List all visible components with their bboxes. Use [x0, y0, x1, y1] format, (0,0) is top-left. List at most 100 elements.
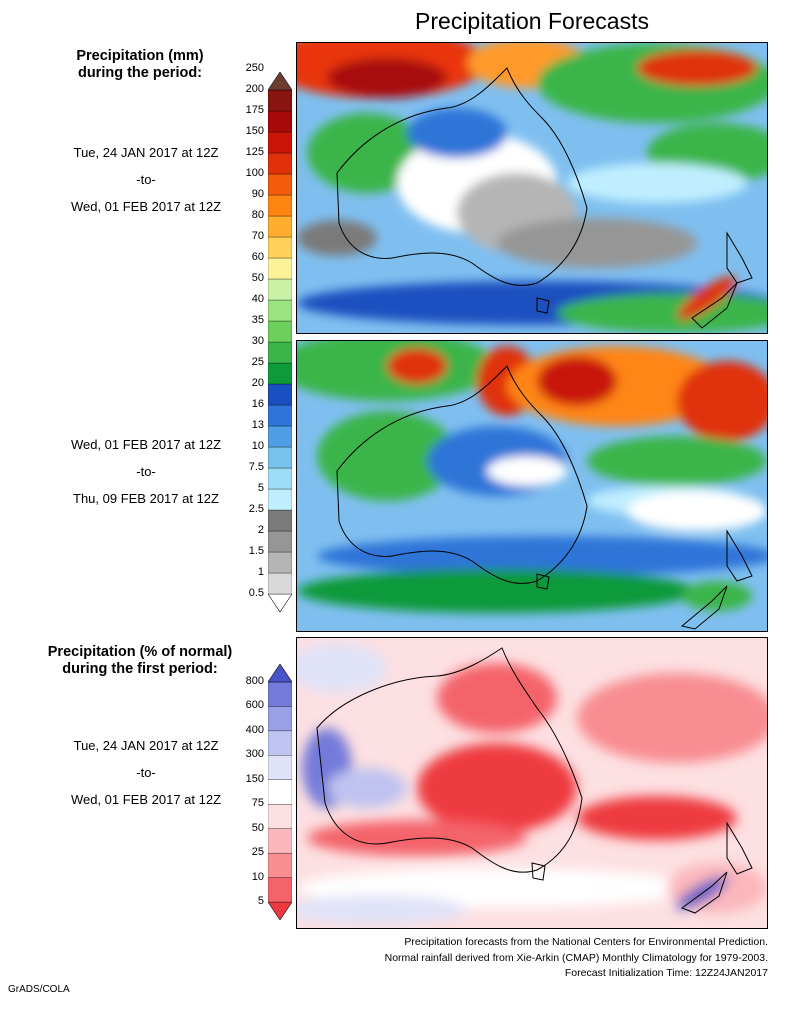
percent-colorbar — [267, 663, 293, 921]
amount-colorbar-tick-label: 1 — [257, 566, 264, 578]
percent-colorbar-tick-label: 25 — [251, 846, 264, 859]
software-credit: GrADS/COLA — [8, 984, 70, 995]
percent-colorbar-swatch-low — [267, 901, 293, 921]
period1-separator: -to- — [136, 172, 156, 187]
amount-colorbar-tick-label: 1.5 — [248, 545, 264, 557]
amount-colorbar-tick-label: 25 — [251, 356, 264, 368]
amount-colorbar-swatch — [267, 152, 293, 175]
amount-colorbar-swatch — [267, 194, 293, 217]
percent-colorbar-swatch — [267, 804, 293, 829]
precip-map-period1 — [297, 43, 767, 333]
amount-colorbar-tick-label: 80 — [251, 209, 264, 221]
amount-colorbar-graphic — [267, 71, 293, 613]
percent-legend-heading: Precipitation (% of normal) during the f… — [30, 644, 250, 678]
percent-colorbar-tick-label: 150 — [245, 772, 264, 785]
amount-colorbar-swatch — [267, 446, 293, 469]
footer-notes: Precipitation forecasts from the Nationa… — [385, 935, 768, 982]
amount-colorbar-tick-label: 7.5 — [248, 461, 264, 473]
map-panel-period1 — [296, 42, 768, 334]
amount-colorbar-swatch — [267, 320, 293, 343]
amount-colorbar-swatch — [267, 530, 293, 553]
percent-colorbar-tick-label: 5 — [257, 895, 264, 907]
percent-colorbar-swatch — [267, 730, 293, 756]
percent-colorbar-tick-label: 300 — [245, 748, 264, 761]
period3-end: Wed, 01 FEB 2017 at 12Z — [70, 792, 222, 807]
amount-colorbar-tick-label: 175 — [245, 104, 264, 116]
amount-colorbar-swatch-high — [267, 71, 293, 91]
percent-colorbar-swatch — [267, 828, 293, 854]
amount-colorbar-tick-label: 100 — [245, 167, 264, 179]
amount-colorbar-swatch — [267, 110, 293, 133]
amount-colorbar-swatch — [267, 299, 293, 322]
amount-colorbar-tick-label: 2 — [257, 524, 264, 536]
amount-colorbar-swatch — [267, 236, 293, 259]
amount-colorbar-tick-label: 30 — [251, 335, 264, 347]
period1-end: Wed, 01 FEB 2017 at 12Z — [70, 199, 222, 214]
period2-end: Thu, 09 FEB 2017 at 12Z — [73, 491, 219, 506]
percent-colorbar-tick-label: 75 — [251, 797, 264, 810]
amount-colorbar-swatch — [267, 425, 293, 448]
amount-colorbar-tick-label: 16 — [251, 398, 264, 410]
percent-normal-map — [297, 638, 767, 928]
amount-colorbar-tick-label: 90 — [251, 188, 264, 200]
amount-colorbar-swatch — [267, 467, 293, 490]
percent-colorbar-tick-label: 50 — [251, 821, 264, 834]
amount-colorbar-tick-label: 2.5 — [248, 503, 264, 515]
amount-colorbar-swatch-low — [267, 593, 293, 613]
amount-colorbar-swatch — [267, 488, 293, 511]
amount-colorbar-tick-label: 200 — [245, 83, 264, 95]
footer-line-source: Precipitation forecasts from the Nationa… — [404, 936, 768, 948]
amount-colorbar-tick-label: 0.5 — [248, 587, 264, 599]
percent-legend-heading-line1: Precipitation (% of normal) — [47, 644, 233, 660]
amount-colorbar-tick-label: 125 — [245, 146, 264, 158]
amount-colorbar-swatch — [267, 131, 293, 154]
period3-start: Tue, 24 JAN 2017 at 12Z — [73, 738, 219, 753]
percent-colorbar-swatch — [267, 681, 293, 707]
amount-colorbar-tick-label: 250 — [245, 62, 264, 74]
amount-colorbar-swatch — [267, 257, 293, 280]
amount-colorbar-tick-label: 5 — [257, 482, 264, 494]
amount-colorbar — [267, 71, 293, 613]
percent-colorbar-swatch — [267, 755, 293, 780]
amount-colorbar-tick-label: 10 — [251, 440, 264, 452]
amount-colorbar-swatch — [267, 215, 293, 238]
amount-colorbar-tick-label: 35 — [251, 314, 264, 326]
footer-line-normal: Normal rainfall derived from Xie-Arkin (… — [384, 951, 768, 964]
amount-colorbar-tick-label: 40 — [251, 293, 264, 305]
map-panel-period2 — [296, 340, 768, 632]
amount-colorbar-tick-label: 60 — [251, 251, 264, 263]
amount-legend-heading-line1: Precipitation (mm) — [76, 48, 204, 64]
percent-colorbar-swatch — [267, 706, 293, 732]
amount-colorbar-tick-label: 13 — [251, 419, 264, 431]
amount-colorbar-tick-label: 50 — [251, 272, 264, 284]
amount-colorbar-swatch — [267, 551, 293, 574]
amount-colorbar-swatch — [267, 89, 293, 112]
percent-colorbar-swatch-high — [267, 663, 293, 683]
percent-legend-heading-line2: during the first period: — [62, 661, 218, 677]
percent-colorbar-tick-label: 800 — [245, 675, 264, 687]
amount-legend-heading: Precipitation (mm) during the period: — [60, 48, 220, 82]
precip-map-period2 — [297, 341, 767, 631]
amount-colorbar-swatch — [267, 278, 293, 301]
amount-colorbar-swatch — [267, 362, 293, 385]
footer-line-init-time: Forecast Initialization Time: 12Z24JAN20… — [564, 967, 768, 979]
amount-colorbar-swatch — [267, 404, 293, 427]
percent-colorbar-tick-label: 400 — [245, 723, 264, 736]
percent-colorbar-swatch — [267, 852, 293, 878]
amount-colorbar-swatch — [267, 383, 293, 406]
percent-colorbar-swatch — [267, 779, 293, 805]
period2-separator: -to- — [136, 464, 156, 479]
amount-colorbar-swatch — [267, 509, 293, 532]
period2-start: Wed, 01 FEB 2017 at 12Z — [70, 437, 222, 452]
amount-colorbar-swatch — [267, 173, 293, 196]
period1-start: Tue, 24 JAN 2017 at 12Z — [73, 145, 219, 160]
amount-colorbar-tick-label: 150 — [245, 125, 264, 137]
period3-separator: -to- — [136, 765, 156, 780]
amount-colorbar-swatch — [267, 572, 293, 595]
amount-legend-heading-line2: during the period: — [77, 65, 203, 81]
map-panel-percent-normal — [296, 637, 768, 929]
percent-colorbar-tick-label: 600 — [245, 699, 264, 712]
amount-colorbar-swatch — [267, 341, 293, 364]
amount-colorbar-tick-label: 70 — [251, 230, 264, 242]
page-title: Precipitation Forecasts — [415, 8, 649, 34]
